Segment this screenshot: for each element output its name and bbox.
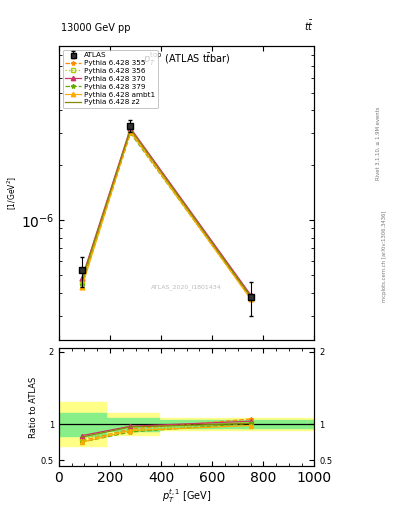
Line: Pythia 6.428 355: Pythia 6.428 355 bbox=[79, 128, 253, 298]
Y-axis label: Ratio to ATLAS: Ratio to ATLAS bbox=[29, 376, 38, 438]
Pythia 6.428 ambt1 bbox=[128, 129, 133, 135]
Pythia 6.428 ambt1 bbox=[248, 296, 253, 302]
Text: Rivet 3.1.10, ≥ 1.9M events: Rivet 3.1.10, ≥ 1.9M events bbox=[376, 106, 380, 180]
Pythia 6.428 356 bbox=[128, 129, 133, 135]
Text: 13000 GeV pp: 13000 GeV pp bbox=[61, 23, 130, 33]
Pythia 6.428 355 bbox=[128, 127, 133, 134]
Pythia 6.428 370 bbox=[128, 125, 133, 131]
Text: $p_T^{\mathrm{top}}$ (ATLAS t$\bar{t}$bar): $p_T^{\mathrm{top}}$ (ATLAS t$\bar{t}$ba… bbox=[143, 51, 231, 68]
Y-axis label: $\frac{1}{\sigma}\frac{d\sigma}{d^2[p_T^{t,1}\!\cdot\!d|m^{\mathrm{top}}|]}$
[1/: $\frac{1}{\sigma}\frac{d\sigma}{d^2[p_T^… bbox=[0, 169, 19, 217]
Pythia 6.428 355 bbox=[79, 281, 84, 287]
X-axis label: $p_T^{t,1}$ [GeV]: $p_T^{t,1}$ [GeV] bbox=[162, 487, 211, 505]
Pythia 6.428 ambt1 bbox=[79, 284, 84, 290]
Legend: ATLAS, Pythia 6.428 355, Pythia 6.428 356, Pythia 6.428 370, Pythia 6.428 379, P: ATLAS, Pythia 6.428 355, Pythia 6.428 35… bbox=[62, 50, 158, 108]
Pythia 6.428 356 bbox=[248, 294, 253, 300]
Pythia 6.428 379 bbox=[79, 282, 84, 288]
Pythia 6.428 z2 bbox=[128, 126, 133, 132]
Line: Pythia 6.428 370: Pythia 6.428 370 bbox=[79, 125, 253, 297]
Pythia 6.428 355 bbox=[248, 293, 253, 299]
Pythia 6.428 z2 bbox=[79, 277, 84, 283]
Text: mcplots.cern.ch [arXiv:1306.3436]: mcplots.cern.ch [arXiv:1306.3436] bbox=[382, 210, 387, 302]
Line: Pythia 6.428 z2: Pythia 6.428 z2 bbox=[82, 129, 251, 296]
Line: Pythia 6.428 379: Pythia 6.428 379 bbox=[79, 131, 253, 300]
Text: $t\bar{t}$: $t\bar{t}$ bbox=[305, 19, 314, 33]
Line: Pythia 6.428 ambt1: Pythia 6.428 ambt1 bbox=[79, 130, 253, 302]
Pythia 6.428 370 bbox=[248, 292, 253, 298]
Pythia 6.428 356 bbox=[79, 279, 84, 285]
Pythia 6.428 379 bbox=[248, 295, 253, 301]
Text: ATLAS_2020_I1801434: ATLAS_2020_I1801434 bbox=[151, 284, 222, 290]
Line: Pythia 6.428 356: Pythia 6.428 356 bbox=[79, 130, 253, 299]
Pythia 6.428 z2 bbox=[248, 293, 253, 300]
Pythia 6.428 379 bbox=[128, 130, 133, 136]
Pythia 6.428 370 bbox=[79, 275, 84, 282]
